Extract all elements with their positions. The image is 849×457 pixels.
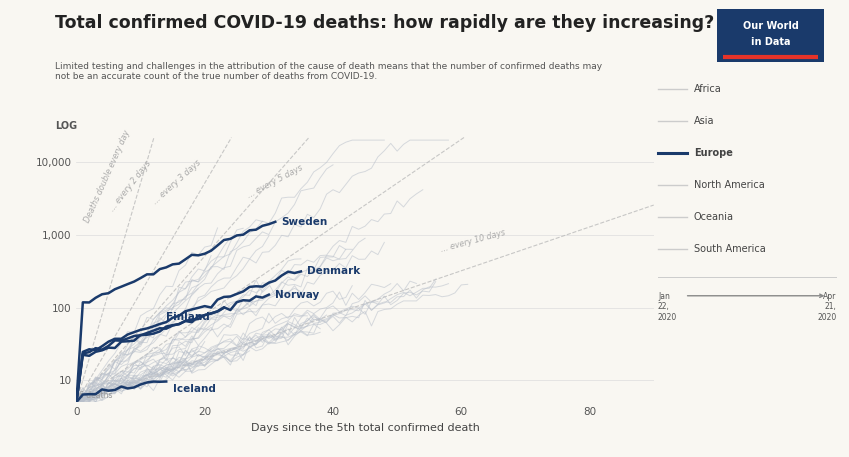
Text: ... every 10 days: ... every 10 days — [440, 228, 506, 254]
Text: North America: North America — [694, 180, 764, 190]
Text: Europe: Europe — [694, 148, 733, 158]
Text: Oceania: Oceania — [694, 212, 734, 222]
Text: Iceland: Iceland — [172, 383, 216, 393]
Text: in Data: in Data — [751, 37, 790, 47]
Text: Norway: Norway — [275, 290, 319, 300]
Text: ... every 2 days: ... every 2 days — [108, 159, 153, 213]
Text: Our World: Our World — [743, 21, 798, 31]
Text: Finland: Finland — [166, 312, 210, 322]
Text: Africa: Africa — [694, 84, 722, 94]
Text: Total confirmed COVID-19 deaths: how rapidly are they increasing?: Total confirmed COVID-19 deaths: how rap… — [55, 14, 715, 32]
Text: Asia: Asia — [694, 116, 714, 126]
Text: Limited testing and challenges in the attribution of the cause of death means th: Limited testing and challenges in the at… — [55, 62, 602, 81]
Text: LOG: LOG — [55, 121, 77, 131]
Text: South America: South America — [694, 244, 766, 254]
Text: Deaths double every day: Deaths double every day — [82, 129, 132, 224]
Text: Jan
22,
2020: Jan 22, 2020 — [658, 292, 678, 322]
Text: Denmark: Denmark — [307, 266, 361, 276]
Text: Sweden: Sweden — [282, 217, 328, 227]
Text: ... every 3 days: ... every 3 days — [150, 158, 202, 206]
Text: ... every 5 days: ... every 5 days — [245, 163, 304, 200]
Text: 6 deaths: 6 deaths — [79, 391, 112, 400]
X-axis label: Days since the 5th total confirmed death: Days since the 5th total confirmed death — [250, 423, 480, 433]
Text: Apr
21,
2020: Apr 21, 2020 — [817, 292, 836, 322]
